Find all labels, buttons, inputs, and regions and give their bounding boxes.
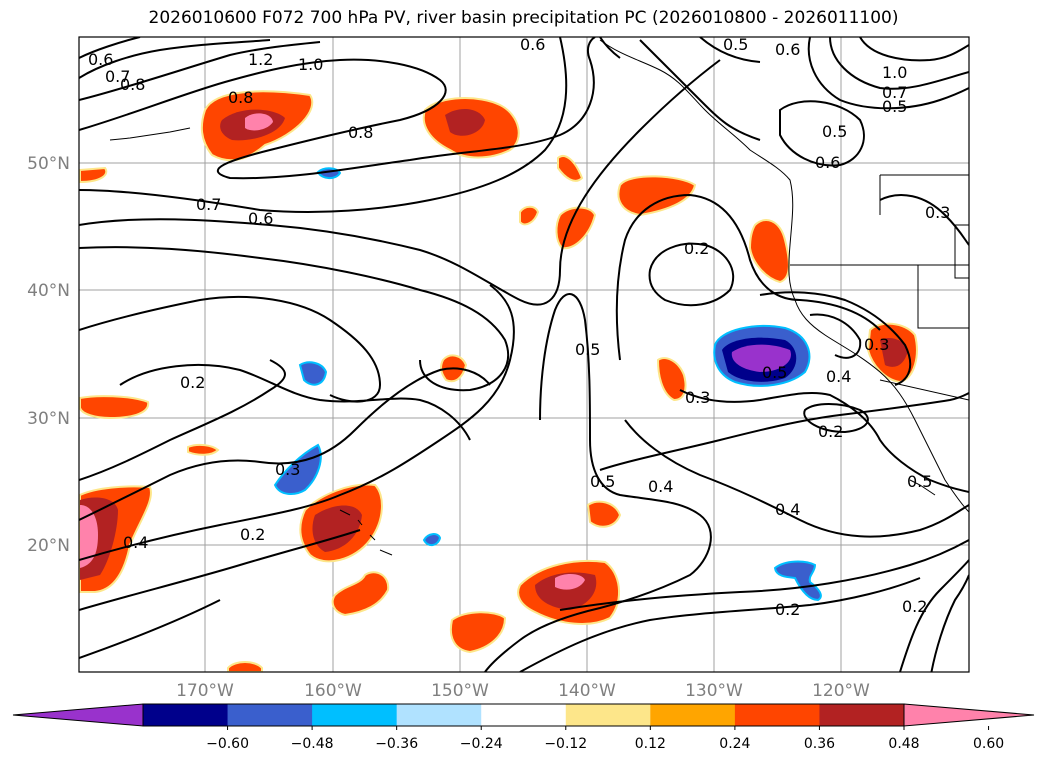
contour-label: 0.8 — [228, 88, 253, 107]
precip-negative-areas — [273, 167, 822, 602]
colorbar-border — [142, 703, 905, 727]
colorbar-box — [650, 704, 736, 726]
contour-label: 0.6 — [815, 153, 840, 172]
contour-label: 0.7 — [882, 83, 907, 102]
contour-label: 0.6 — [248, 209, 273, 228]
contour-label: 0.6 — [88, 50, 113, 69]
latitude-labels: 50°N 40°N 30°N 20°N — [27, 154, 70, 556]
contour-label: 1.2 — [248, 50, 273, 69]
contour-label: 0.4 — [648, 477, 673, 496]
contour-label: 0.4 — [123, 533, 148, 552]
lat-label: 50°N — [27, 154, 70, 174]
contour-label: 0.3 — [925, 203, 950, 222]
contour-label: 0.3 — [275, 460, 300, 479]
lon-label: 170°W — [176, 681, 234, 701]
lat-label: 20°N — [27, 536, 70, 556]
contour-label: 0.6 — [520, 35, 545, 54]
colorbar-extend-low — [12, 703, 144, 727]
colorbar-tick-label: 0.48 — [888, 736, 919, 752]
map-title: 2026010600 F072 700 hPa PV, river basin … — [148, 8, 899, 28]
colorbar-tick-label: −0.36 — [375, 736, 418, 752]
contour-label: 0.2 — [818, 422, 843, 441]
contour-label: 0.5 — [882, 97, 907, 116]
colorbar-box — [734, 704, 820, 726]
colorbar-box — [481, 704, 567, 726]
contour-label: 0.6 — [775, 40, 800, 59]
colorbar-tick-label: −0.12 — [544, 736, 587, 752]
lon-label: 140°W — [558, 681, 616, 701]
lon-label: 120°W — [812, 681, 870, 701]
colorbar-box — [396, 704, 482, 726]
contour-label: 0.4 — [826, 367, 851, 386]
lat-label: 30°N — [27, 409, 70, 429]
precip-positive-areas — [79, 90, 918, 672]
contour-label: 0.8 — [120, 75, 145, 94]
colorbar-tick-label: 0.12 — [635, 736, 666, 752]
colorbar-tick-label: 0.24 — [719, 736, 750, 752]
colorbar-box — [143, 704, 229, 726]
contour-label: 1.0 — [298, 55, 323, 74]
colorbar-box — [565, 704, 651, 726]
contour-labels: 0.6 0.7 0.8 1.2 1.0 0.6 0.5 0.6 1.0 0.7 … — [88, 35, 950, 619]
contour-label: 0.5 — [822, 122, 847, 141]
pv-contours — [79, 37, 969, 672]
colorbar-box — [227, 704, 313, 726]
colorbar-tick-label: −0.60 — [206, 736, 249, 752]
lat-label: 40°N — [27, 281, 70, 301]
contour-label: 0.5 — [907, 472, 932, 491]
contour-label: 0.5 — [723, 35, 748, 54]
lon-label: 150°W — [431, 681, 489, 701]
contour-label: 0.7 — [196, 195, 221, 214]
colorbar-tick-label: 0.36 — [804, 736, 835, 752]
contour-label: 0.2 — [180, 373, 205, 392]
contour-label: 0.2 — [240, 525, 265, 544]
contour-label: 1.0 — [882, 63, 907, 82]
contour-label: 0.7 — [105, 67, 130, 86]
map-border — [78, 36, 970, 673]
contour-label: 0.5 — [575, 340, 600, 359]
contour-label: 0.2 — [775, 600, 800, 619]
contour-label: 0.3 — [864, 335, 889, 354]
colorbar-tick-label: 0.60 — [973, 736, 1004, 752]
contour-label: 0.3 — [685, 388, 710, 407]
contour-label: 0.2 — [902, 597, 927, 616]
longitude-labels: 170°W 160°W 150°W 140°W 130°W 120°W — [176, 681, 870, 701]
colorbar-tick-label: −0.24 — [460, 736, 503, 752]
colorbar-box — [819, 704, 905, 726]
contour-label: 0.5 — [590, 472, 615, 491]
colorbar: −0.60 −0.48 −0.36 −0.24 −0.12 0.12 0.24 0.36 0.4… — [12, 703, 1035, 752]
colorbar-extend-high — [903, 703, 1035, 727]
lon-label: 130°W — [685, 681, 743, 701]
contour-label: 0.2 — [684, 239, 709, 258]
contour-label: 0.4 — [775, 500, 800, 519]
coastlines — [109, 39, 969, 556]
lon-label: 160°W — [304, 681, 362, 701]
colorbar-tick-label: −0.48 — [291, 736, 334, 752]
contour-label: 0.5 — [762, 363, 787, 382]
contour-label: 0.8 — [348, 123, 373, 142]
colorbar-box — [312, 704, 398, 726]
